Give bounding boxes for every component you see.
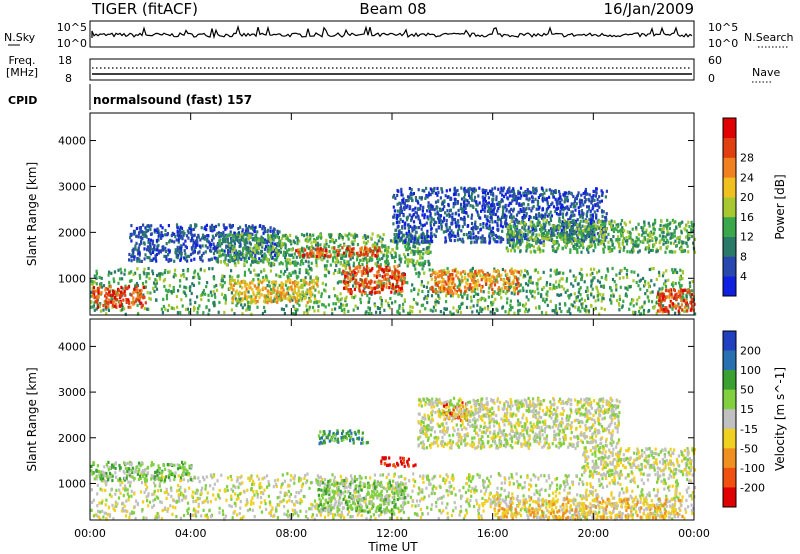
velocity-colorbar-swatch bbox=[723, 448, 736, 469]
time-tick-label: 00:00 bbox=[678, 527, 710, 540]
power-colorbar-swatch bbox=[723, 236, 736, 257]
velocity-colorbar-tick: -200 bbox=[740, 481, 765, 494]
velocity-colorbar-tick: 50 bbox=[740, 384, 754, 397]
velocity-y-tick-label: 1000 bbox=[58, 477, 86, 490]
velocity-echo-band bbox=[493, 497, 684, 521]
nsky-trace bbox=[91, 24, 693, 40]
power-colorbar-tick: 4 bbox=[740, 270, 747, 283]
power-colorbar-tick: 8 bbox=[740, 250, 747, 263]
time-axis-label: Time UT bbox=[367, 540, 418, 554]
nsky-tick-bottom: 10^0 bbox=[57, 37, 87, 50]
nsearch-tick-top: 10^5 bbox=[708, 21, 738, 34]
velocity-colorbar-tick: 100 bbox=[740, 364, 761, 377]
velocity-colorbar: 200 100 50 15 -15 -50 -100 -200 Velocity [m s^-1… bbox=[722, 330, 787, 508]
freq-label-line1: Freq. bbox=[8, 54, 35, 67]
power-colorbar-swatch bbox=[723, 157, 736, 178]
velocity-colorbar-frame bbox=[722, 330, 737, 508]
velocity-colorbar-swatch bbox=[723, 331, 736, 351]
velocity-colorbar-swatch bbox=[723, 409, 736, 430]
nsky-tick-top: 10^5 bbox=[57, 21, 87, 34]
power-colorbar: 4 8 12 16 20 24 28 Power [dB] bbox=[722, 117, 787, 297]
power-colorbar-tick: 24 bbox=[740, 171, 754, 184]
velocity-colorbar-swatch bbox=[723, 350, 736, 371]
velocity-echo-band bbox=[581, 446, 697, 478]
beam-title: Beam 08 bbox=[359, 0, 426, 18]
nsky-label: N.Sky bbox=[4, 31, 36, 44]
power-echo-band bbox=[91, 285, 147, 309]
power-colorbar-frame bbox=[722, 117, 737, 297]
power-colorbar-swatch bbox=[723, 216, 736, 237]
cpid-label: CPID bbox=[8, 94, 37, 107]
velocity-echo-band bbox=[417, 396, 621, 451]
velocity-y-tick-label: 4000 bbox=[58, 340, 86, 353]
power-colorbar-tick: 20 bbox=[740, 191, 754, 204]
time-tick-label: 08:00 bbox=[275, 527, 307, 540]
velocity-y-tick-label: 2000 bbox=[58, 432, 86, 445]
time-tick-label: 04:00 bbox=[175, 527, 207, 540]
power-colorbar-tick: 28 bbox=[740, 152, 754, 165]
date-title: 16/Jan/2009 bbox=[604, 0, 695, 18]
power-echo-band bbox=[128, 223, 281, 264]
power-panel: 1000 2000 3000 4000 Slant Range [km] 4 8 12 16 20… bbox=[25, 112, 787, 316]
freq-tick-bottom: 8 bbox=[65, 72, 72, 85]
nave-label: Nave bbox=[752, 66, 780, 79]
velocity-colorbar-tick: -100 bbox=[740, 462, 765, 475]
power-colorbar-label: Power [dB] bbox=[773, 174, 787, 239]
power-colorbar-swatch bbox=[723, 256, 736, 277]
velocity-echo-band bbox=[317, 429, 369, 446]
power-y-axis-label: Slant Range [km] bbox=[25, 162, 39, 266]
power-y-tick-label: 3000 bbox=[58, 180, 86, 193]
power-colorbar-tick: 12 bbox=[740, 231, 754, 244]
power-echo-band bbox=[505, 218, 697, 254]
power-echo-band bbox=[656, 288, 696, 314]
power-colorbar-swatch bbox=[723, 177, 736, 198]
nave-tick-top: 60 bbox=[708, 54, 722, 67]
nsky-strip-frame bbox=[89, 20, 695, 48]
power-y-tick-label: 4000 bbox=[58, 135, 86, 148]
freq-tick-top: 18 bbox=[58, 54, 72, 67]
time-axis: 00:00 04:00 08:00 12:00 16:00 20:00 00:00 bbox=[74, 113, 710, 540]
power-colorbar-swatch bbox=[723, 137, 736, 158]
time-tick-label: 00:00 bbox=[74, 527, 106, 540]
velocity-colorbar-swatch bbox=[723, 370, 736, 390]
time-tick-label: 12:00 bbox=[376, 527, 408, 540]
power-colorbar-swatch bbox=[723, 118, 736, 139]
time-tick-label: 16:00 bbox=[477, 527, 509, 540]
velocity-colorbar-swatch bbox=[723, 428, 736, 449]
velocity-echo-band bbox=[316, 479, 407, 514]
power-echo-band bbox=[228, 278, 319, 305]
velocity-colorbar-swatch bbox=[723, 389, 736, 410]
velocity-colorbar-tick: 200 bbox=[740, 345, 761, 358]
power-echo-band bbox=[342, 264, 406, 296]
power-echo-band bbox=[295, 246, 381, 259]
velocity-colorbar-tick: 15 bbox=[740, 403, 754, 416]
time-tick-label: 20:00 bbox=[577, 527, 609, 540]
velocity-colorbar-swatch bbox=[723, 487, 736, 508]
power-colorbar-swatch bbox=[723, 276, 736, 297]
velocity-y-tick-label: 3000 bbox=[58, 386, 86, 399]
station-title: TIGER (fitACF) bbox=[91, 0, 198, 18]
nsearch-tick-bottom: 10^0 bbox=[708, 37, 738, 50]
velocity-colorbar-label: Velocity [m s^-1] bbox=[773, 367, 787, 471]
velocity-panel: 1000 2000 3000 4000 Slant Range [km] 200 100 50… bbox=[25, 318, 787, 521]
velocity-echo-band bbox=[90, 460, 193, 483]
velocity-colorbar-tick: -50 bbox=[740, 442, 758, 455]
velocity-echo-band bbox=[380, 456, 417, 469]
freq-strip-frame bbox=[89, 58, 695, 81]
velocity-y-axis-label: Slant Range [km] bbox=[25, 367, 39, 471]
nsearch-label: N.Search bbox=[744, 31, 794, 44]
power-y-tick-label: 2000 bbox=[58, 226, 86, 239]
power-colorbar-swatch bbox=[723, 197, 736, 218]
freq-label-line2: [MHz] bbox=[6, 66, 38, 79]
power-colorbar-tick: 16 bbox=[740, 211, 754, 224]
power-echo-band bbox=[392, 186, 608, 245]
velocity-colorbar-tick: -15 bbox=[740, 423, 758, 436]
cpid-value: normalsound (fast) 157 bbox=[93, 93, 252, 107]
nave-tick-bottom: 0 bbox=[708, 72, 715, 85]
power-echo-band bbox=[430, 269, 520, 296]
power-y-tick-label: 1000 bbox=[58, 272, 86, 285]
velocity-colorbar-swatch bbox=[723, 467, 736, 488]
